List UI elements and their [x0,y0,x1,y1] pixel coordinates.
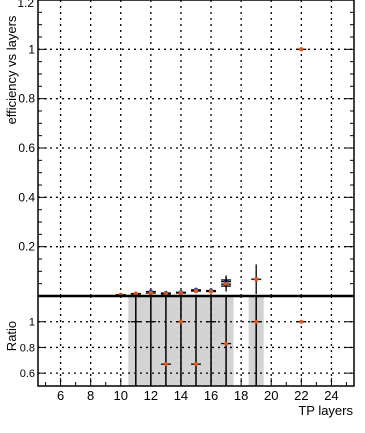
efficiency-top-partial-tick-label: 1.2 [17,0,34,10]
ratio-point-marker [163,362,168,367]
efficiency-panel: 0.2 0.4 0.6 0.8 1 [18,0,355,297]
efficiency-point-marker-series-2 [178,290,184,296]
x-tick-label: 6 [57,388,64,403]
ratio-point-marker [178,319,183,324]
x-tick-label: 18 [234,388,248,403]
efficiency-y-tick-label: 0.4 [18,190,35,204]
ratio-point-marker [254,319,259,324]
ratio-y-axis-label: Ratio [4,321,19,351]
efficiency-point-marker-series-2 [193,288,199,294]
efficiency-y-tick-label: 0.2 [18,240,35,254]
x-tick-label: 10 [114,388,128,403]
x-tick-label: 8 [87,388,94,403]
efficiency-point-marker-series-2 [133,291,139,296]
x-axis-label: TP layers [298,403,353,418]
ratio-y-tick-label: 0.6 [20,368,35,380]
ratio-point-marker [194,362,198,367]
efficiency-y-tick-label: 0.6 [18,141,35,155]
ratio-y-tick-label: 1 [29,317,35,329]
x-tick-label: 14 [174,388,188,403]
efficiency-y-tick-label: 1 [28,42,35,56]
efficiency-point-marker-series-2 [223,281,229,287]
ratio-panel: 0.60.816 8 10 12 14 16 18 20 22 24 [20,294,355,403]
efficiency-point-marker-series-2 [299,47,304,52]
ratio-y-tick-label: 0.8 [20,342,35,354]
x-tick-label: 12 [144,388,158,403]
x-tick-label: 16 [204,388,218,403]
x-tick-label: 24 [324,388,338,403]
ratio-point-marker [299,319,304,324]
x-tick-label: 20 [264,388,278,403]
efficiency-y-axis-label: efficiency vs layers [4,15,19,124]
efficiency-point-marker-series-2 [253,277,259,282]
efficiency-point-marker-series-2 [148,290,154,296]
ratio-point-marker [224,341,229,346]
efficiency-y-tick-label: 0.8 [18,92,35,106]
x-tick-label: 22 [294,388,308,403]
efficiency-point-marker-series-2 [208,289,214,294]
